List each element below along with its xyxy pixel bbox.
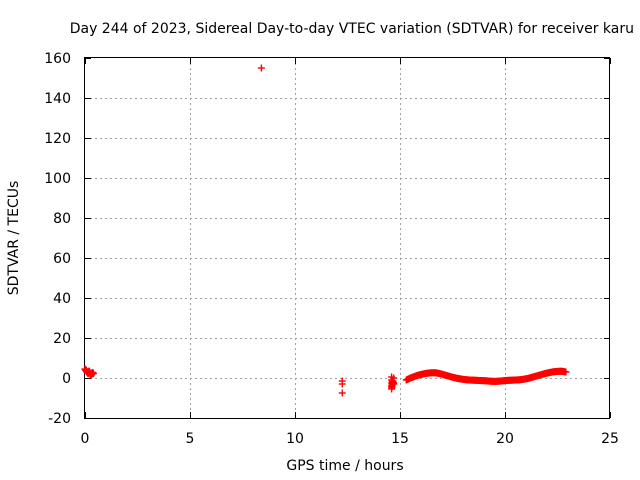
- plot-frame: [84, 57, 610, 419]
- y-tick-label: 80: [53, 211, 71, 227]
- data-point-dense: [561, 368, 569, 376]
- x-tick-label: 5: [186, 431, 195, 447]
- y-tick-label: 140: [44, 91, 71, 107]
- x-tick-label: 20: [496, 431, 514, 447]
- y-tick-label: 120: [44, 131, 71, 147]
- y-tick-label: 40: [53, 291, 71, 307]
- y-tick-label: -20: [48, 411, 71, 427]
- data-point: [338, 380, 346, 388]
- grid: [85, 58, 610, 418]
- chart-title: Day 244 of 2023, Sidereal Day-to-day VTE…: [70, 21, 634, 37]
- data-points: [81, 64, 570, 397]
- data-point-dense: [89, 369, 97, 377]
- y-tick-label: 20: [53, 331, 71, 347]
- data-point: [257, 64, 265, 72]
- y-tick-label: 60: [53, 251, 71, 267]
- y-axis-label: SDTVAR / TECUs: [6, 181, 22, 296]
- y-tick-label: 100: [44, 171, 71, 187]
- data-point: [338, 389, 346, 397]
- x-tick-label: 0: [81, 431, 90, 447]
- x-tick-label: 15: [391, 431, 409, 447]
- y-axis-ticks: -20 0 20 40 60 80 100 120 140 160: [44, 51, 610, 427]
- x-tick-label: 25: [601, 431, 619, 447]
- x-tick-label: 10: [286, 431, 304, 447]
- x-axis-ticks: 0 5 10 15 20 25: [81, 58, 619, 447]
- data-point-dense: [390, 380, 398, 387]
- x-axis-label: GPS time / hours: [286, 458, 403, 474]
- y-tick-label: 0: [62, 371, 71, 387]
- y-tick-label: 160: [44, 51, 71, 67]
